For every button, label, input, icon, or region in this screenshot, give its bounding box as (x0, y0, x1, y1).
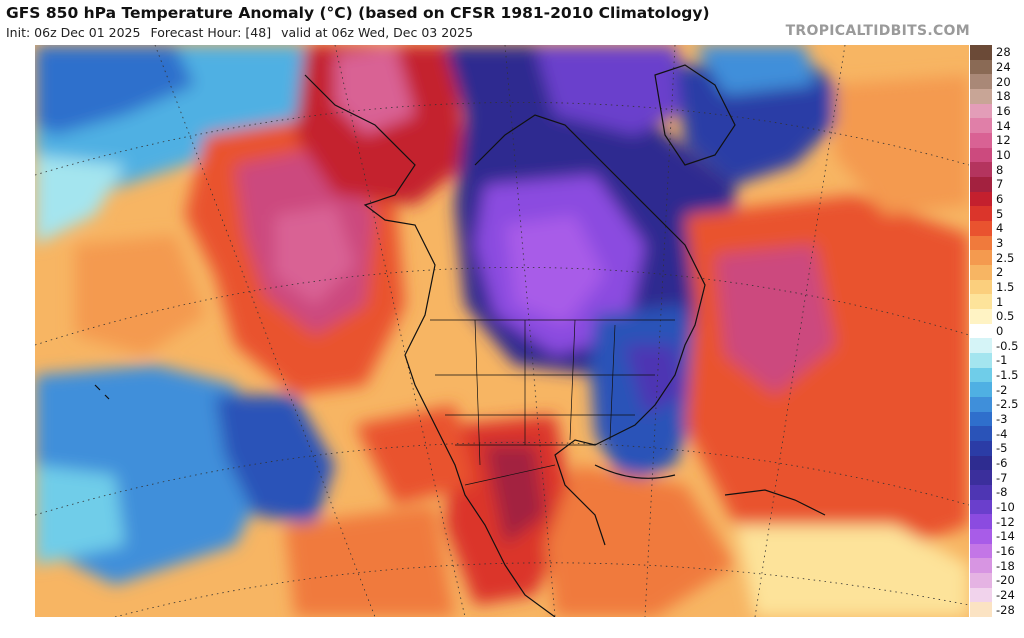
anomaly-field (35, 45, 969, 617)
legend-swatch (970, 162, 992, 178)
legend-label: 3 (996, 236, 1004, 250)
graticule (35, 45, 969, 617)
legend-swatch (970, 426, 992, 442)
legend-label: 24 (996, 60, 1011, 74)
init-time: Init: 06z Dec 01 2025 (6, 25, 141, 40)
coastlines (94, 64, 826, 617)
legend-swatch (970, 177, 992, 193)
color-legend: 28 24 20 18 16 14 12 10 8 7 6 5 4 3 2.5 2 1.5 1 0.5 0 -0.5 -1… (970, 45, 1024, 618)
legend-swatch (970, 191, 992, 207)
legend-swatch (970, 323, 992, 339)
legend-swatch (970, 309, 992, 325)
map-canvas (35, 45, 969, 617)
site-watermark: TROPICALTIDBITS.COM (785, 23, 970, 39)
legend-swatch (970, 573, 992, 589)
legend-label: 16 (996, 104, 1011, 118)
political-borders (430, 319, 675, 486)
legend-swatch (970, 382, 992, 398)
legend-label: 1.5 (996, 280, 1015, 294)
legend-swatch (970, 514, 992, 530)
legend-label: 7 (996, 177, 1004, 192)
legend-label: 12 (996, 133, 1011, 148)
legend-label: 1 (996, 294, 1004, 309)
legend-label: -3 (996, 412, 1008, 426)
legend-swatch (970, 74, 992, 90)
legend-swatch (970, 147, 992, 163)
legend-label: -2 (996, 382, 1008, 397)
legend-swatch (970, 221, 992, 237)
legend-label: -5 (996, 441, 1008, 456)
legend-label: -4 (996, 426, 1008, 441)
legend-label: 0 (996, 324, 1004, 338)
legend-label: 28 (996, 45, 1011, 60)
legend-label: 2 (996, 265, 1004, 280)
legend-swatch (970, 485, 992, 501)
legend-swatch (970, 558, 992, 574)
legend-label: -1.5 (996, 368, 1019, 382)
legend-swatch (970, 89, 992, 105)
legend-label: -24 (996, 588, 1015, 602)
legend-swatch (970, 602, 992, 618)
legend-swatch (970, 250, 992, 266)
legend-label: 4 (996, 221, 1004, 236)
legend-label: -8 (996, 485, 1008, 500)
legend-label: 2.5 (996, 250, 1015, 265)
legend-swatch (970, 133, 992, 149)
legend-swatch (970, 411, 992, 427)
legend-swatch (970, 397, 992, 413)
legend-label: -0.5 (996, 338, 1019, 353)
legend-label: -20 (996, 573, 1015, 588)
legend-swatch (970, 441, 992, 457)
legend-label: -2.5 (996, 397, 1019, 412)
legend-label: 10 (996, 148, 1011, 162)
legend-label: -10 (996, 500, 1015, 514)
legend-swatch (970, 294, 992, 310)
legend-label: -1 (996, 353, 1008, 368)
legend-swatch (970, 455, 992, 471)
forecast-info: Init: 06z Dec 01 2025 Forecast Hour: [48]… (6, 25, 473, 40)
legend-swatch (970, 103, 992, 119)
legend-swatch (970, 529, 992, 545)
legend-swatch (970, 45, 992, 61)
legend-swatch (970, 235, 992, 251)
legend-swatch (970, 587, 992, 603)
legend-swatch (970, 118, 992, 134)
legend-swatch (970, 353, 992, 369)
legend-swatch (970, 59, 992, 75)
legend-swatch (970, 338, 992, 354)
legend-label: 14 (996, 118, 1011, 133)
legend-label: 5 (996, 206, 1004, 221)
legend-label: 8 (996, 162, 1004, 177)
legend-label: 6 (996, 192, 1004, 206)
legend-label: -6 (996, 456, 1008, 470)
legend-label: 20 (996, 74, 1011, 89)
valid-time: valid at 06z Wed, Dec 03 2025 (281, 25, 474, 40)
legend-label: -16 (996, 544, 1015, 558)
map-title: GFS 850 hPa Temperature Anomaly (°C) (ba… (6, 4, 710, 22)
legend-swatch (970, 367, 992, 383)
legend-label: -14 (996, 529, 1015, 544)
forecast-hour: Forecast Hour: [48] (150, 25, 272, 40)
legend-swatch (970, 499, 992, 515)
legend-swatch (970, 470, 992, 486)
legend-label: -18 (996, 558, 1015, 573)
legend-label: -7 (996, 470, 1008, 485)
legend-label: 0.5 (996, 309, 1015, 324)
anomaly-map (35, 45, 969, 617)
legend-swatch (970, 265, 992, 281)
legend-swatch (970, 543, 992, 559)
legend-label: -28 (996, 602, 1015, 617)
legend-label: -12 (996, 514, 1015, 529)
legend-swatch (970, 206, 992, 222)
legend-label: 18 (996, 89, 1011, 104)
legend-swatch (970, 279, 992, 295)
